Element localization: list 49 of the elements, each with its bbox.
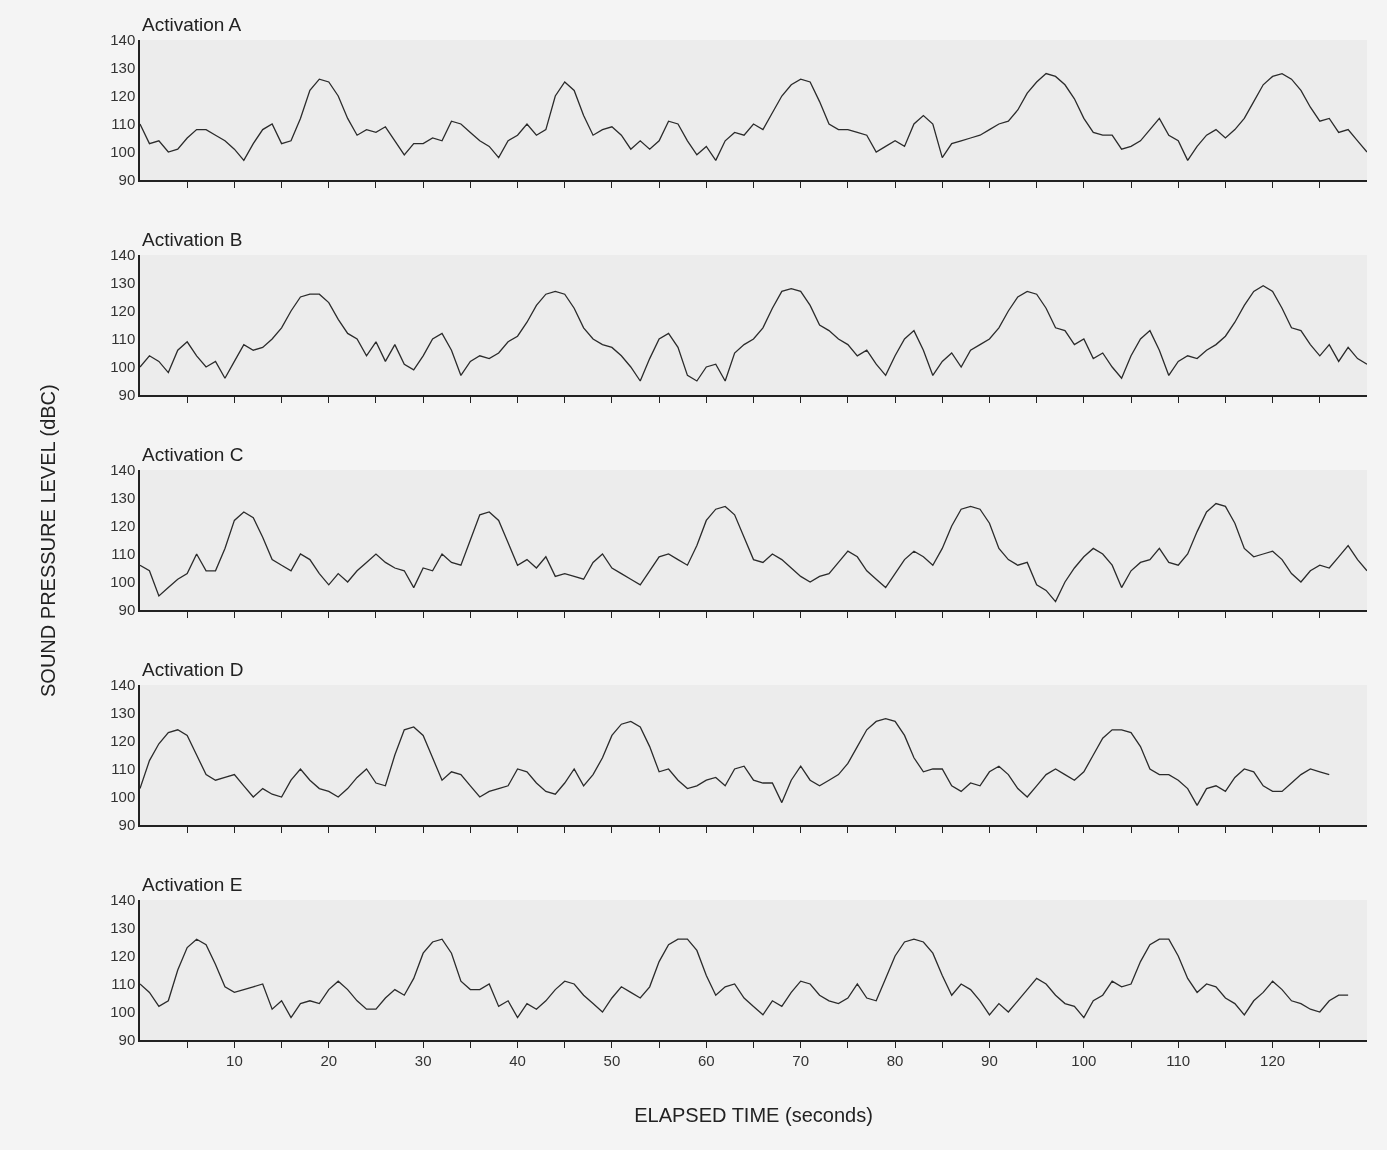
y-tick-label: 110 [111,330,136,348]
y-tick-label: 120 [110,517,136,535]
y-tick-label: 120 [110,947,136,965]
y-tick-label: 110 [111,115,136,133]
x-tick-label: 80 [886,1051,904,1069]
chart-title: Activation E [142,874,243,895]
y-tick-label: 100 [110,1003,136,1021]
y-axis-title: SOUND PRESSURE LEVEL (dBC) [36,384,59,697]
y-tick-label: 100 [110,358,136,376]
y-tick-label: 130 [110,59,136,77]
x-tick-label: 90 [981,1051,998,1069]
y-tick-label: 140 [110,31,136,49]
y-tick-label: 130 [110,919,136,937]
chart-title: Activation B [142,229,243,250]
y-tick-label: 100 [110,788,136,806]
x-tick-label: 70 [792,1051,810,1069]
y-tick-label: 140 [110,891,136,909]
y-tick-label: 90 [118,386,136,404]
y-tick-label: 110 [111,975,136,993]
y-tick-label: 100 [110,573,136,591]
y-tick-label: 90 [118,816,136,834]
y-tick-label: 140 [110,676,136,694]
y-tick-label: 120 [110,302,136,320]
x-tick-label: 10 [226,1051,243,1069]
y-tick-label: 110 [111,760,136,778]
x-tick-label: 40 [509,1051,526,1069]
x-axis-title: ELAPSED TIME (seconds) [634,1103,873,1126]
x-tick-label: 50 [603,1051,621,1069]
y-tick-label: 130 [110,704,136,722]
y-tick-label: 110 [111,545,136,563]
y-tick-label: 130 [110,489,136,507]
y-tick-label: 90 [118,171,136,189]
y-tick-label: 90 [118,1031,136,1049]
chart-title: Activation A [142,14,242,35]
y-tick-label: 90 [118,601,136,619]
y-tick-label: 120 [110,87,136,105]
x-tick-label: 20 [320,1051,338,1069]
y-tick-label: 140 [110,246,136,264]
x-tick-label: 30 [414,1051,432,1069]
x-tick-label: 100 [1071,1051,1097,1069]
x-tick-label: 120 [1260,1051,1286,1069]
chart-title: Activation D [142,659,244,680]
y-tick-label: 120 [110,732,136,750]
y-tick-label: 130 [110,274,136,292]
y-tick-label: 100 [110,143,136,161]
y-tick-label: 140 [110,461,136,479]
chart-title: Activation C [142,444,244,465]
x-tick-label: 110 [1166,1051,1191,1069]
x-tick-label: 60 [697,1051,715,1069]
